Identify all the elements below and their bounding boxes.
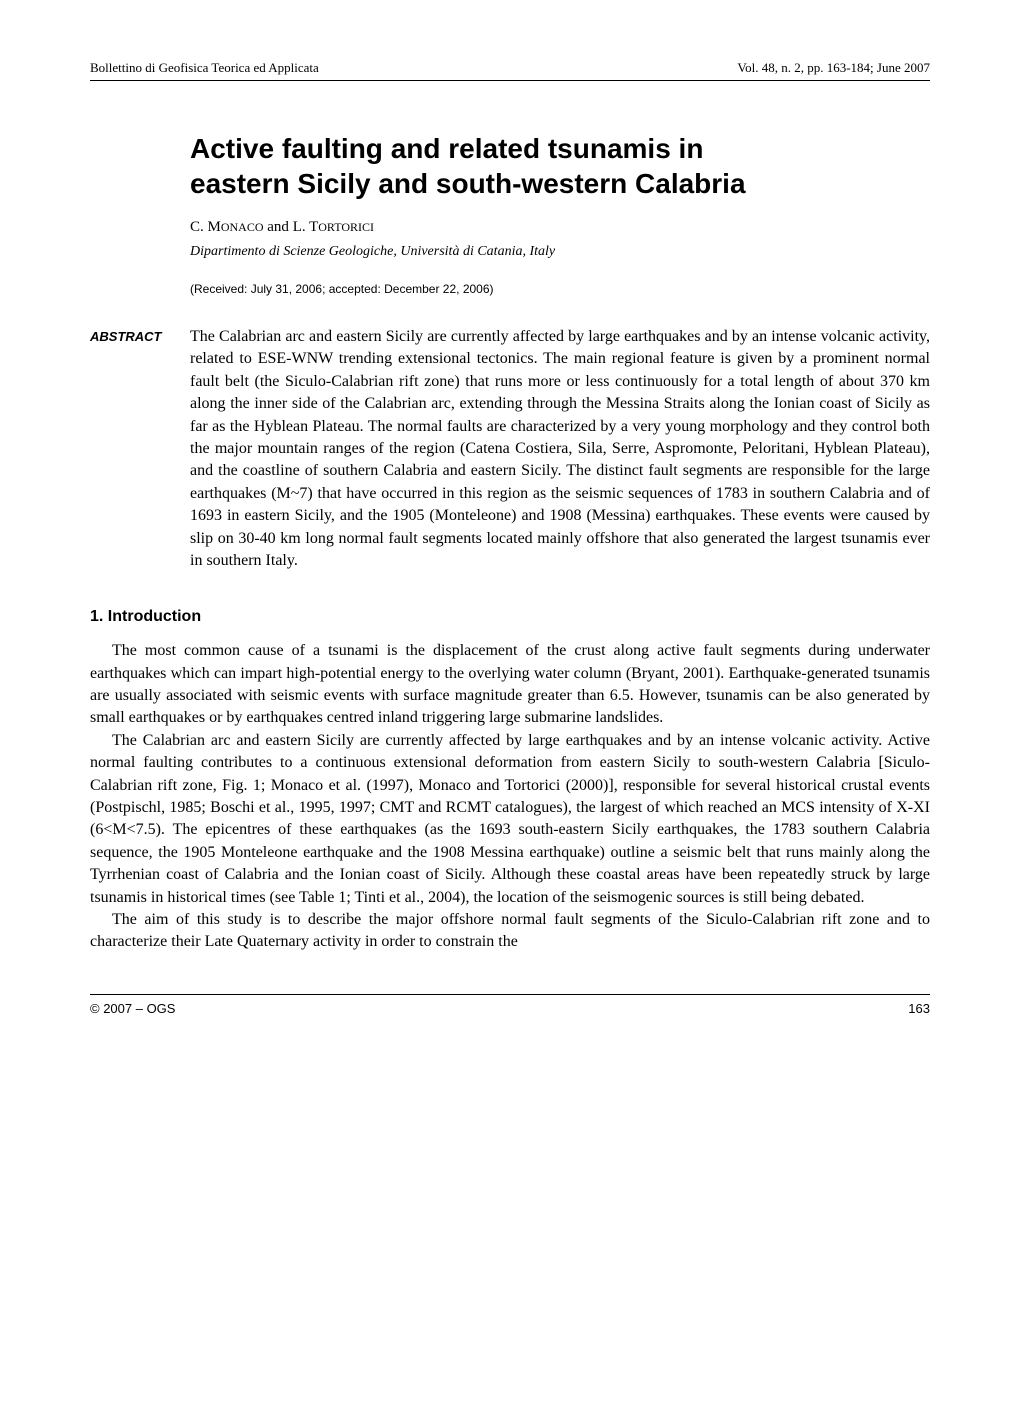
abstract: ABSTRACT The Calabrian arc and eastern S…: [90, 326, 930, 572]
title-line-2: eastern Sicily and south-western Calabri…: [190, 168, 746, 199]
affiliation: Dipartimento di Scienze Geologiche, Univ…: [190, 244, 930, 260]
abstract-label: ABSTRACT: [90, 326, 190, 572]
intro-para-2: The Calabrian arc and eastern Sicily are…: [90, 730, 930, 909]
issue-info: Vol. 48, n. 2, pp. 163-184; June 2007: [737, 60, 930, 76]
journal-name: Bollettino di Geofisica Teorica ed Appli…: [90, 60, 319, 76]
abstract-text: The Calabrian arc and eastern Sicily are…: [190, 326, 930, 572]
running-header: Bollettino di Geofisica Teorica ed Appli…: [90, 60, 930, 76]
intro-para-1: The most common cause of a tsunami is th…: [90, 640, 930, 730]
section-1-heading: 1. Introduction: [90, 608, 930, 626]
authors: C. MONACO and L. TORTORICI: [190, 219, 930, 236]
title-line-1: Active faulting and related tsunamis in: [190, 133, 703, 164]
header-rule: [90, 80, 930, 81]
footer: © 2007 – OGS 163: [90, 994, 930, 1016]
copyright: © 2007 – OGS: [90, 1001, 175, 1016]
article-title: Active faulting and related tsunamis in …: [190, 131, 930, 201]
page-number: 163: [908, 1001, 930, 1016]
received-dates: (Received: July 31, 2006; accepted: Dece…: [190, 282, 930, 296]
intro-para-3: The aim of this study is to describe the…: [90, 909, 930, 954]
